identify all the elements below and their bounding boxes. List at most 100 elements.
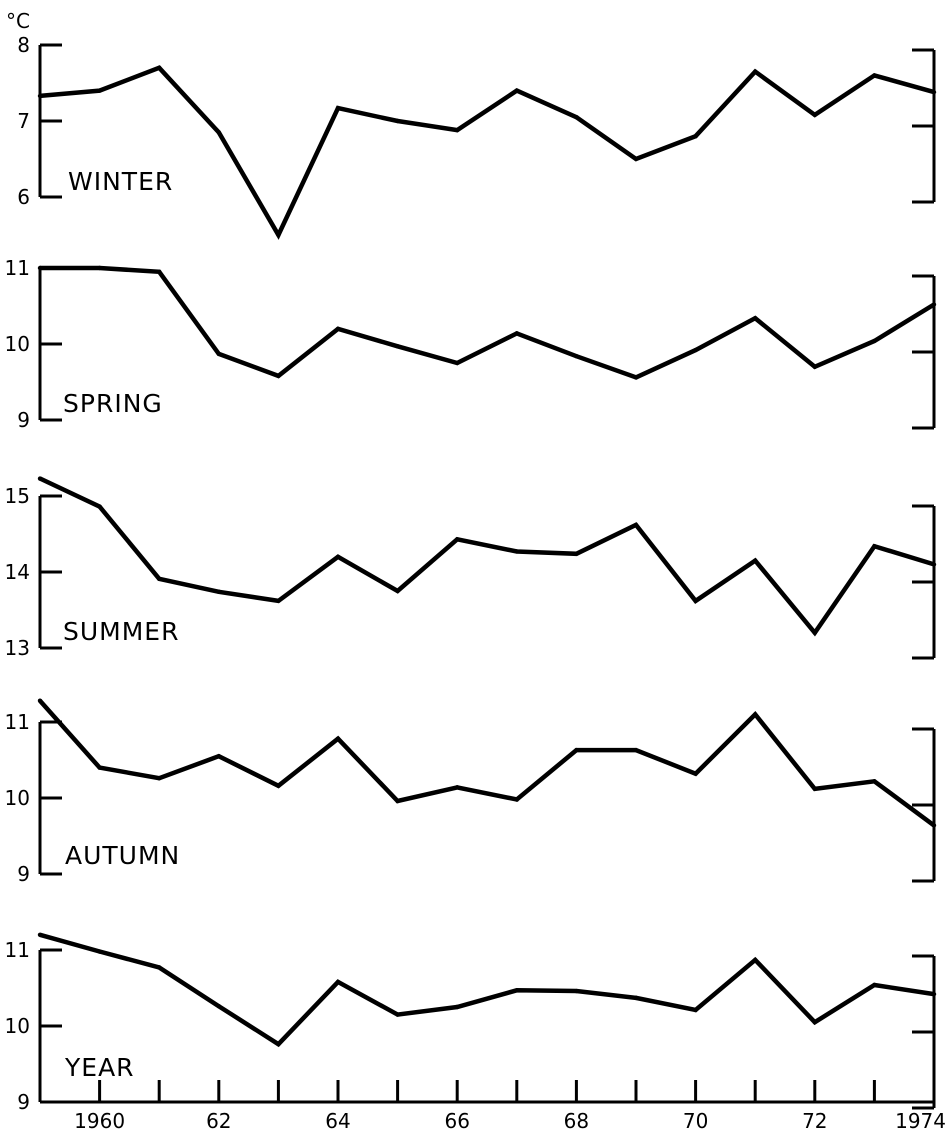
autumn-data-point (157, 776, 162, 781)
autumn-data-point (276, 783, 281, 789)
summer-data-point (872, 543, 877, 549)
spring-data-point (97, 265, 102, 271)
summer-series-line (39, 476, 935, 637)
winter-data-point (395, 118, 400, 124)
spring-data-point (872, 338, 877, 344)
x-tick-label: 1960 (74, 1109, 125, 1133)
year-data-point (812, 1020, 817, 1025)
year-data-point (514, 988, 519, 993)
summer-data-point (37, 476, 43, 481)
winter-data-point (872, 73, 877, 78)
summer-data-point (216, 589, 221, 594)
spring-data-point (395, 344, 400, 349)
year-data-point (455, 1004, 460, 1010)
year-data-point (335, 979, 341, 985)
x-tick-label: 1974 (895, 1109, 946, 1133)
autumn-data-point (574, 747, 579, 753)
spring-y-tick-label: 9 (17, 408, 30, 432)
year-panel-label: YEAR (64, 1053, 135, 1082)
year-data-point (157, 965, 162, 970)
spring-data-point (753, 315, 758, 321)
y-unit-label: °C (6, 9, 30, 33)
x-tick-label: 62 (206, 1109, 231, 1133)
summer-y-tick-label: 15 (5, 484, 30, 508)
winter-data-point (455, 127, 460, 133)
winter-y-tick-label: 6 (17, 185, 30, 209)
spring-data-point (455, 360, 460, 366)
year-y-tick-label: 9 (17, 1090, 30, 1114)
winter-data-point (157, 65, 162, 71)
year-data-point (931, 991, 937, 997)
spring-data-point (514, 331, 519, 336)
spring-data-point (216, 351, 221, 357)
autumn-data-point (812, 786, 817, 792)
year-data-point (276, 1042, 281, 1047)
autumn-data-point (97, 765, 102, 770)
summer-data-point (574, 551, 579, 556)
x-tick-label: 64 (325, 1109, 350, 1133)
autumn-data-point (216, 754, 221, 759)
spring-data-point (335, 326, 341, 331)
summer-data-point (514, 549, 519, 554)
autumn-data-point (633, 747, 639, 753)
summer-data-point (97, 504, 102, 509)
year-data-point (753, 957, 758, 963)
x-tick-label: 70 (683, 1109, 708, 1133)
spring-data-point (37, 265, 43, 271)
autumn-data-point (37, 698, 43, 703)
year-data-point (216, 1004, 221, 1009)
autumn-data-point (395, 798, 400, 804)
winter-data-point (574, 115, 579, 120)
summer-data-point (633, 522, 639, 528)
year-data-point (633, 995, 639, 1001)
summer-panel-label: SUMMER (63, 617, 179, 646)
winter-data-point (633, 156, 639, 162)
summer-data-point (335, 554, 341, 559)
summer-data-point (157, 576, 162, 582)
spring-data-point (574, 353, 579, 359)
summer-data-point (812, 630, 817, 635)
spring-series-line (40, 265, 936, 380)
autumn-series-line (38, 699, 936, 828)
year-data-point (97, 949, 102, 954)
autumn-data-point (753, 712, 758, 717)
winter-y-tick-label: 7 (17, 109, 30, 133)
winter-data-point (335, 105, 341, 111)
year-data-point (872, 982, 877, 988)
winter-data-point (812, 112, 817, 118)
summer-y-tick-label: 13 (5, 636, 30, 660)
autumn-panel-label: AUTUMN (65, 841, 180, 870)
year-y-tick-label: 11 (5, 938, 30, 962)
spring-panel-label: SPRING (63, 389, 163, 418)
winter-y-tick-label: 8 (17, 33, 30, 57)
x-tick-label: 72 (802, 1109, 827, 1133)
autumn-y-tick-label: 11 (5, 710, 30, 734)
summer-y-tick-label: 14 (5, 560, 30, 584)
summer-data-point (276, 598, 281, 604)
autumn-data-point (872, 779, 877, 784)
autumn-data-point (931, 823, 937, 828)
winter-data-point (753, 69, 758, 74)
autumn-data-point (514, 797, 519, 802)
year-data-point (37, 932, 43, 937)
winter-data-point (514, 88, 519, 93)
year-y-tick-label: 10 (5, 1014, 30, 1038)
x-tick-label: 68 (564, 1109, 589, 1133)
autumn-y-tick-label: 10 (5, 786, 30, 810)
x-tick-label: 66 (444, 1109, 469, 1133)
winter-data-point (693, 134, 698, 139)
summer-data-point (395, 588, 400, 594)
summer-data-point (753, 558, 758, 563)
year-data-point (693, 1007, 698, 1013)
spring-data-point (633, 375, 639, 380)
autumn-data-point (455, 785, 460, 790)
year-series-line (39, 932, 935, 1048)
winter-data-point (97, 88, 102, 93)
spring-data-point (693, 347, 698, 353)
winter-data-point (216, 130, 221, 135)
year-data-point (574, 988, 579, 994)
autumn-data-point (693, 771, 698, 776)
spring-data-point (157, 269, 162, 274)
